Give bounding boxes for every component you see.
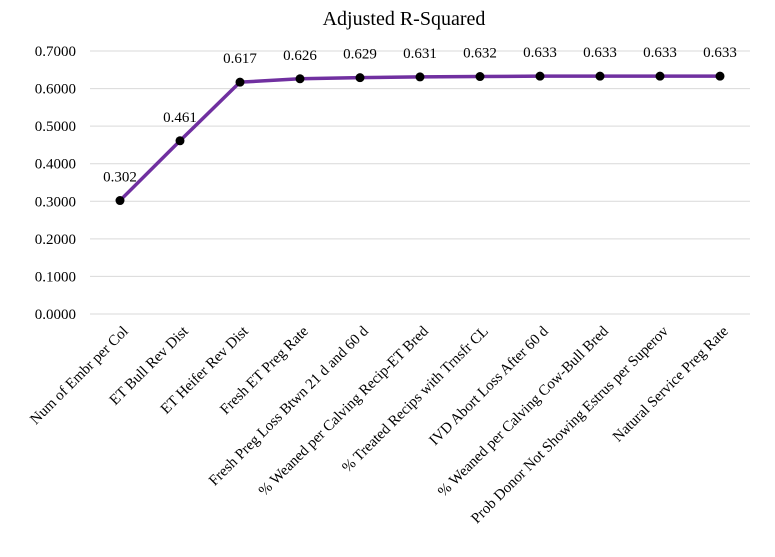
x-tick-label: IVD Abort Loss After 60 d: [426, 323, 552, 449]
data-label: 0.302: [103, 170, 137, 186]
y-tick-label: 0.4000: [35, 157, 76, 173]
data-label: 0.633: [523, 45, 557, 61]
y-tick-label: 0.5000: [35, 119, 76, 135]
data-point: [235, 77, 245, 87]
y-tick-label: 0.7000: [35, 44, 76, 60]
gridlines: [90, 50, 750, 315]
markers-group: [115, 71, 725, 206]
y-tick-label: 0.1000: [35, 269, 76, 285]
data-label: 0.633: [703, 45, 737, 61]
data-label: 0.632: [463, 46, 497, 62]
data-label: 0.626: [283, 48, 317, 64]
data-label: 0.633: [583, 45, 617, 61]
data-point: [295, 74, 305, 84]
y-tick-label: 0.0000: [35, 307, 76, 323]
data-label: 0.633: [643, 45, 677, 61]
data-label: 0.617: [223, 51, 257, 67]
data-point: [655, 71, 665, 81]
x-tick-label: Num of Embr per Col: [27, 324, 131, 428]
data-point: [115, 196, 125, 206]
x-tick-label: Natural Service Preg Rate: [610, 323, 732, 445]
series-line-group: [118, 74, 720, 202]
data-label: 0.629: [343, 47, 377, 63]
y-axis-tick-labels: 0.0000 0.1000 0.2000 0.3000 0.4000 0.5000 0.60…: [35, 44, 76, 323]
data-point: [595, 71, 605, 81]
data-point: [535, 71, 545, 81]
data-label: 0.631: [403, 46, 437, 62]
data-labels-group: 0.302 0.461 0.617 0.626 0.629 0.631 0.632 0.633…: [103, 45, 737, 185]
data-point: [175, 136, 185, 146]
data-point: [355, 73, 365, 83]
data-point: [475, 72, 485, 82]
series-line: [118, 74, 720, 202]
data-point: [715, 71, 725, 81]
y-tick-label: 0.6000: [35, 82, 76, 98]
chart-title: Adjusted R-Squared: [323, 8, 486, 30]
data-point: [415, 72, 425, 82]
y-tick-label: 0.3000: [35, 194, 76, 210]
y-tick-label: 0.2000: [35, 232, 76, 248]
data-label: 0.461: [163, 110, 197, 126]
